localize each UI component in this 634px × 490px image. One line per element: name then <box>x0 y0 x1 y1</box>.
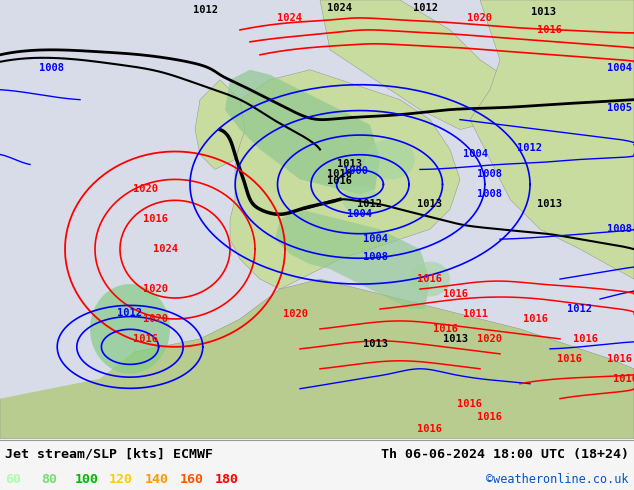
Text: 1016: 1016 <box>443 289 467 299</box>
Text: 1004: 1004 <box>462 149 488 159</box>
Text: 1013: 1013 <box>538 199 562 209</box>
Text: 1016: 1016 <box>477 412 503 421</box>
Text: 1012: 1012 <box>193 5 217 15</box>
Text: 1012: 1012 <box>517 143 543 152</box>
Text: 1008: 1008 <box>363 252 387 262</box>
Text: 160: 160 <box>179 473 204 486</box>
Text: 1005: 1005 <box>607 102 633 113</box>
Text: Th 06-06-2024 18:00 UTC (18+24): Th 06-06-2024 18:00 UTC (18+24) <box>381 448 629 461</box>
Text: 1024: 1024 <box>278 13 302 23</box>
Ellipse shape <box>342 184 377 214</box>
Text: 1020: 1020 <box>143 284 167 294</box>
Text: 1000: 1000 <box>342 167 368 176</box>
Text: 1020: 1020 <box>143 314 167 324</box>
Text: 180: 180 <box>214 473 238 486</box>
Text: 1011: 1011 <box>462 309 488 319</box>
Text: 1020: 1020 <box>477 334 503 344</box>
Text: 1016: 1016 <box>522 314 548 324</box>
Text: 1013: 1013 <box>337 159 363 170</box>
Text: 1020: 1020 <box>133 184 157 195</box>
Text: 1013: 1013 <box>531 7 555 17</box>
Text: 1016: 1016 <box>432 324 458 334</box>
Text: 60: 60 <box>5 473 21 486</box>
Text: 1008: 1008 <box>477 189 503 199</box>
Text: 100: 100 <box>75 473 99 486</box>
Text: 1012: 1012 <box>567 304 593 314</box>
Polygon shape <box>230 70 460 289</box>
Text: 1016: 1016 <box>612 374 634 384</box>
Text: 1012: 1012 <box>413 3 437 13</box>
Text: 1008: 1008 <box>477 170 503 179</box>
Polygon shape <box>470 0 634 279</box>
Text: 1016: 1016 <box>573 334 597 344</box>
Text: 140: 140 <box>145 473 169 486</box>
Text: 1024: 1024 <box>328 3 353 13</box>
Text: 1016: 1016 <box>607 354 633 364</box>
Polygon shape <box>320 0 530 129</box>
Text: 1013: 1013 <box>363 339 387 349</box>
Text: 1016: 1016 <box>418 423 443 434</box>
Ellipse shape <box>365 140 415 179</box>
Text: ©weatheronline.co.uk: ©weatheronline.co.uk <box>486 473 629 486</box>
Polygon shape <box>275 209 430 309</box>
Text: 1016: 1016 <box>133 334 157 344</box>
Text: 1004: 1004 <box>607 63 633 73</box>
Text: 1016: 1016 <box>418 274 443 284</box>
Polygon shape <box>0 279 634 439</box>
Polygon shape <box>195 80 245 170</box>
Text: 1016: 1016 <box>143 214 167 224</box>
Text: 1012: 1012 <box>117 308 143 318</box>
Text: 1020: 1020 <box>467 13 493 23</box>
Text: 1012: 1012 <box>358 199 382 209</box>
Text: 1016: 1016 <box>328 176 353 186</box>
Text: 1016: 1016 <box>557 354 583 364</box>
Text: 1016: 1016 <box>458 399 482 409</box>
Text: 1008: 1008 <box>607 224 633 234</box>
Text: 1008: 1008 <box>39 63 65 73</box>
Text: 1016: 1016 <box>328 170 353 179</box>
Text: 1004: 1004 <box>347 209 373 220</box>
Text: 1016: 1016 <box>538 25 562 35</box>
Text: Jet stream/SLP [kts] ECMWF: Jet stream/SLP [kts] ECMWF <box>5 448 213 461</box>
Text: 1020: 1020 <box>283 309 307 319</box>
Polygon shape <box>0 0 220 399</box>
Text: 1013: 1013 <box>443 334 467 344</box>
Ellipse shape <box>410 262 450 296</box>
Ellipse shape <box>90 284 170 374</box>
Text: 120: 120 <box>109 473 133 486</box>
Text: 1024: 1024 <box>153 244 178 254</box>
Polygon shape <box>225 70 380 195</box>
Text: 1013: 1013 <box>418 199 443 209</box>
Text: 1004: 1004 <box>363 234 387 244</box>
Text: 80: 80 <box>41 473 57 486</box>
